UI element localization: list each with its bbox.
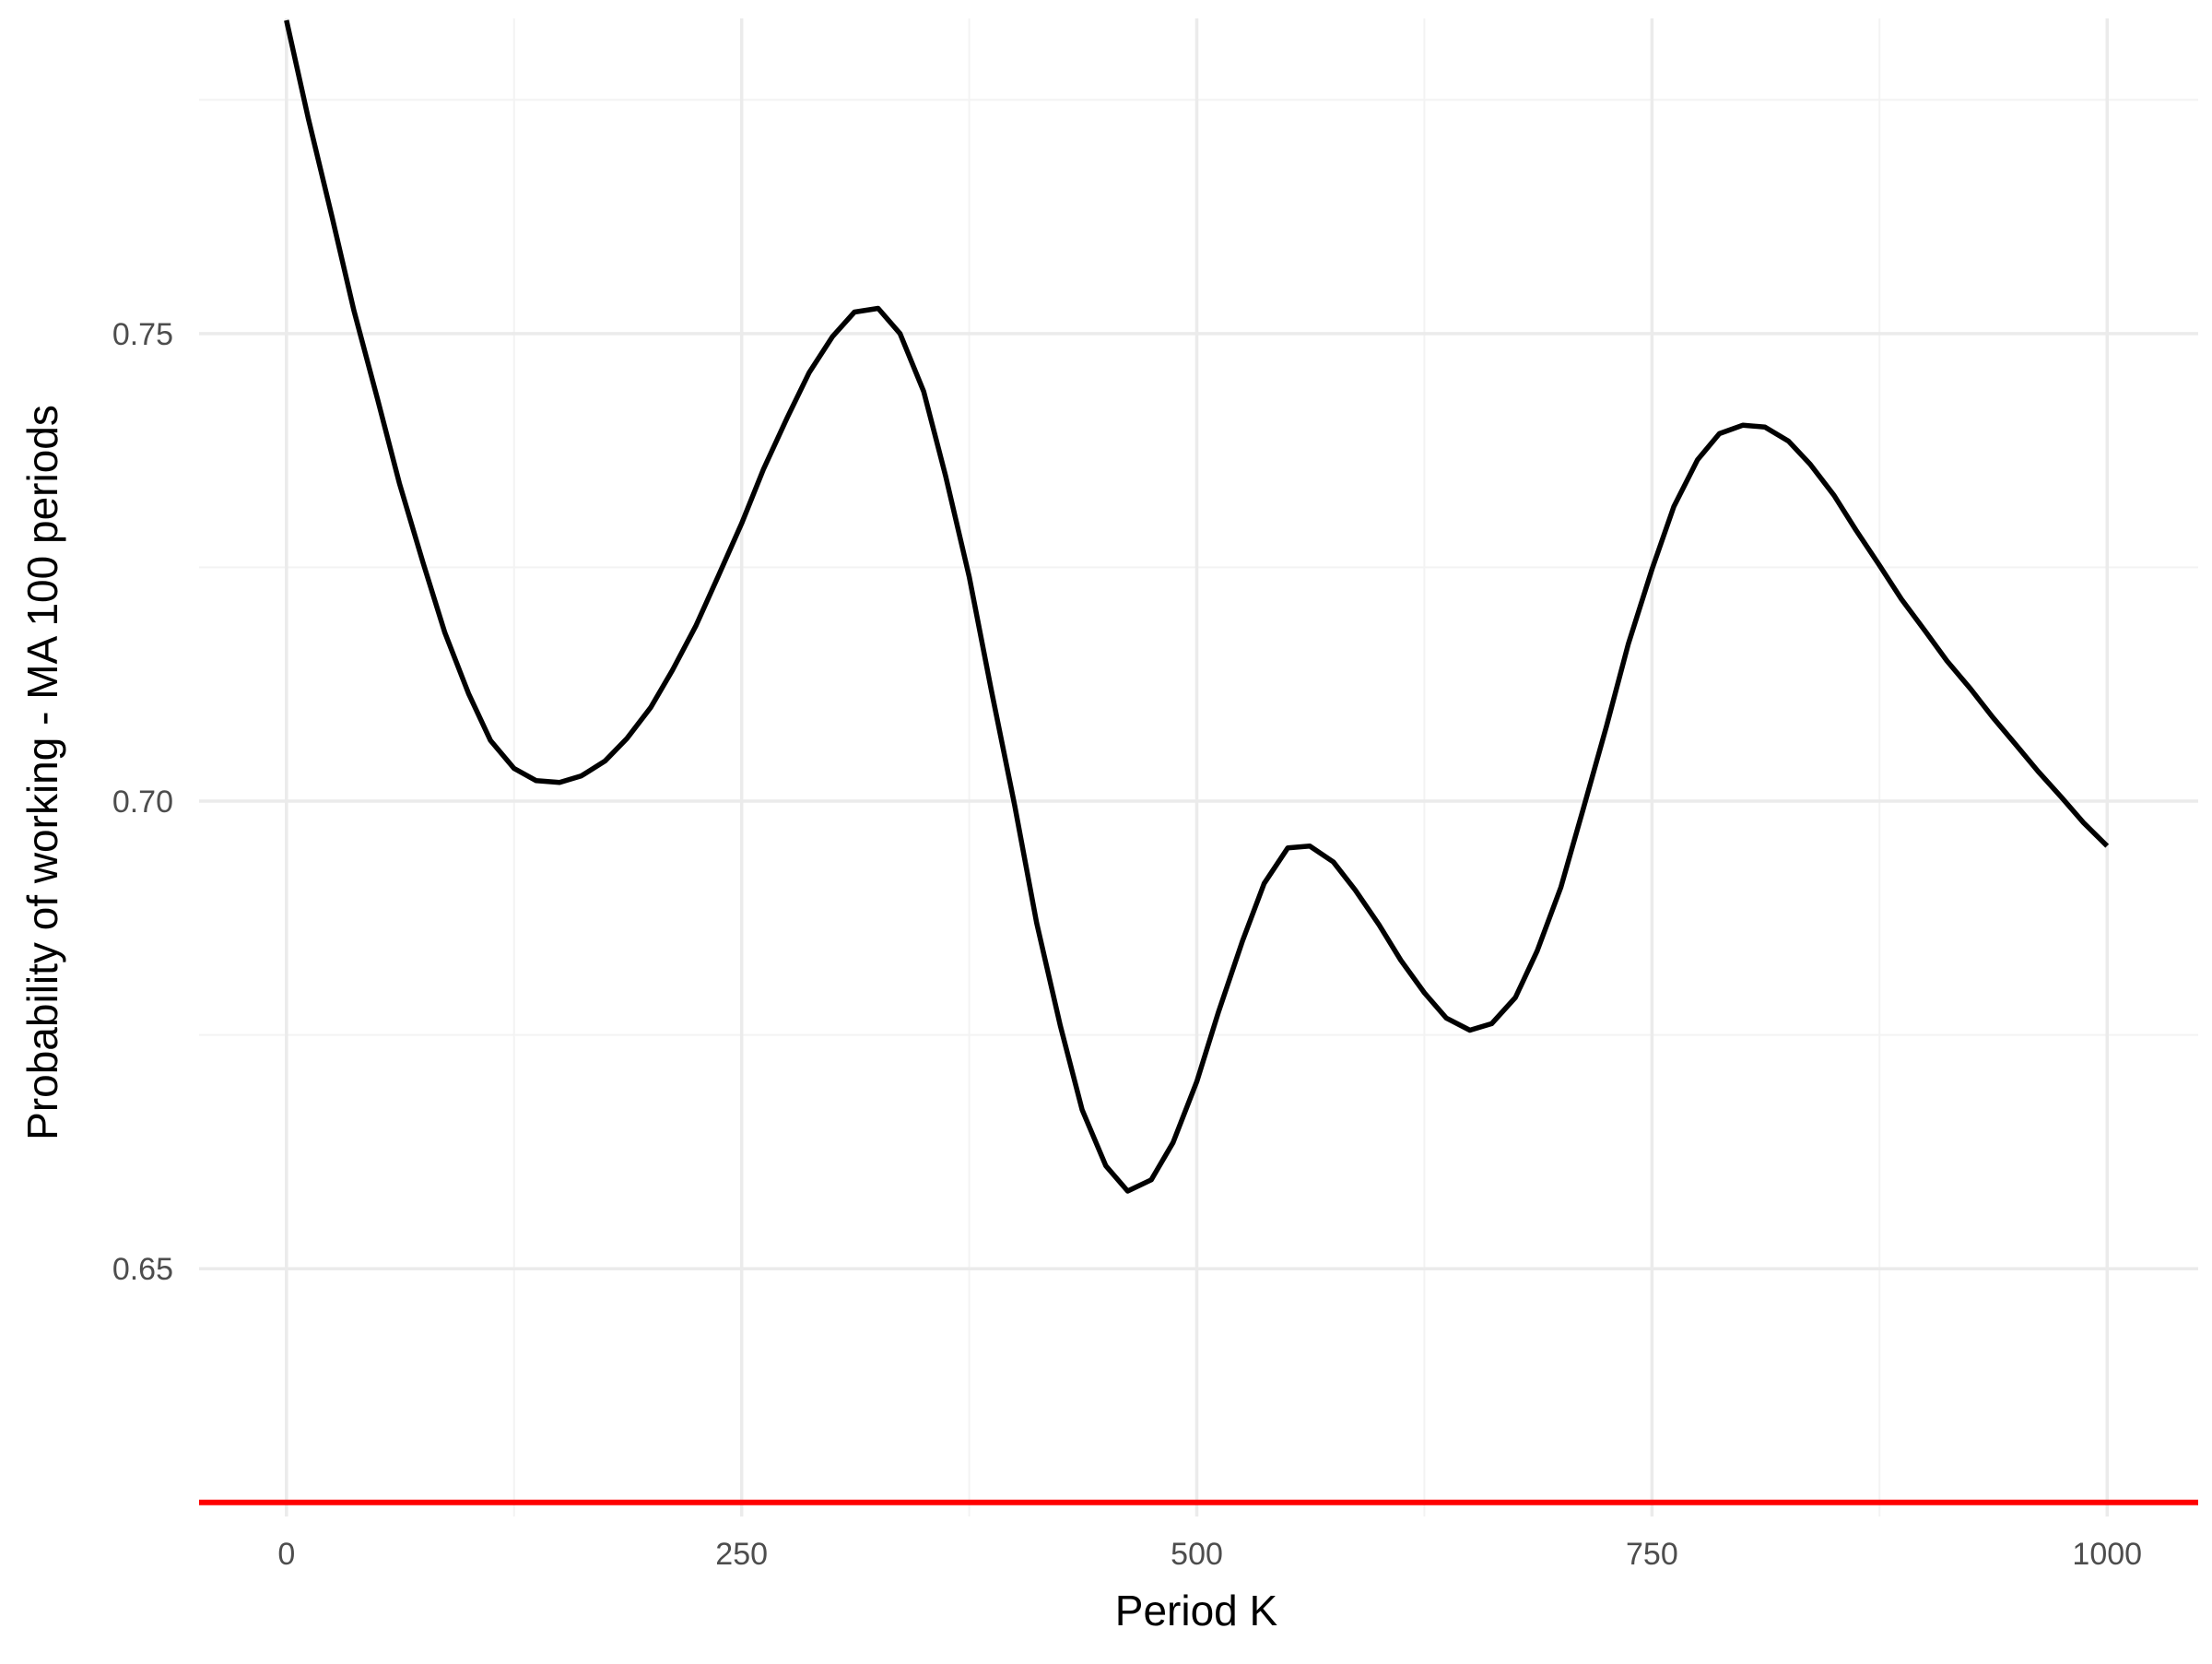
y-tick-label: 0.75: [112, 317, 173, 352]
x-tick-label: 1000: [2072, 1537, 2142, 1572]
x-axis-title: Period K: [1115, 1587, 1278, 1634]
y-axis-title: Probability of working - MA 100 periods: [18, 405, 66, 1140]
x-tick-label: 750: [1626, 1537, 1678, 1572]
x-tick-label: 250: [715, 1537, 768, 1572]
series-line: [284, 19, 2110, 1194]
x-tick-labels: 0 250 500 750 1000: [277, 1537, 2142, 1572]
minor-gridlines: [199, 18, 2198, 1516]
x-tick-label: 0: [277, 1537, 295, 1572]
major-gridlines: [199, 18, 2198, 1516]
series-layer: [284, 19, 2110, 1194]
x-tick-label: 500: [1171, 1537, 1223, 1572]
y-tick-label: 0.65: [112, 1252, 173, 1287]
y-tick-labels: 0.65 0.70 0.75: [112, 317, 173, 1287]
y-tick-label: 0.70: [112, 785, 173, 820]
